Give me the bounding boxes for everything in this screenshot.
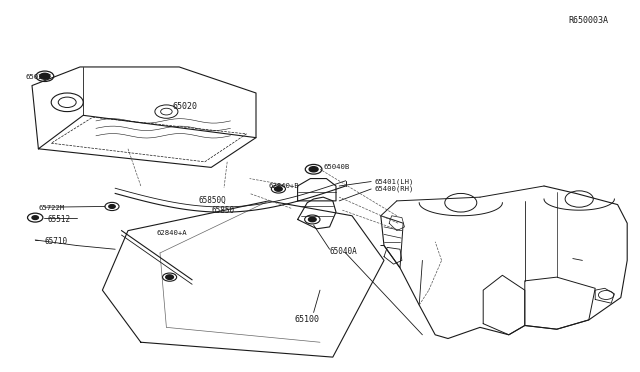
Circle shape bbox=[309, 167, 318, 172]
Circle shape bbox=[109, 205, 115, 208]
Text: 65850: 65850 bbox=[211, 206, 234, 215]
Text: 65850Q: 65850Q bbox=[198, 196, 226, 205]
Text: 65722M: 65722M bbox=[38, 205, 65, 211]
Circle shape bbox=[32, 216, 38, 219]
Text: 62840+B: 62840+B bbox=[269, 183, 300, 189]
Circle shape bbox=[275, 187, 282, 191]
Text: 65401(LH): 65401(LH) bbox=[374, 178, 414, 185]
Text: 65100: 65100 bbox=[294, 315, 319, 324]
Text: 65710: 65710 bbox=[45, 237, 68, 246]
Text: 65040A: 65040A bbox=[330, 247, 357, 256]
Text: R650003A: R650003A bbox=[568, 16, 608, 25]
Text: 62840+A: 62840+A bbox=[157, 230, 188, 235]
Text: 65400(RH): 65400(RH) bbox=[374, 186, 414, 192]
Circle shape bbox=[166, 275, 173, 279]
Text: 65020E: 65020E bbox=[26, 74, 52, 80]
Text: 65040B: 65040B bbox=[323, 164, 349, 170]
Circle shape bbox=[308, 217, 316, 222]
Circle shape bbox=[40, 73, 50, 79]
Text: 65020: 65020 bbox=[173, 102, 198, 110]
Text: 65512: 65512 bbox=[48, 215, 71, 224]
